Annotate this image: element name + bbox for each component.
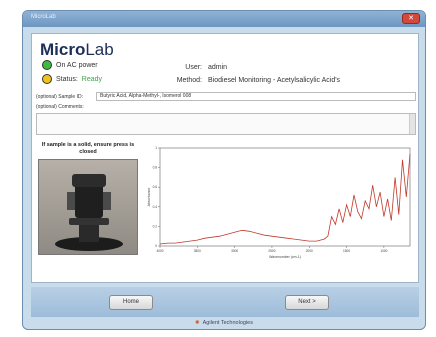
main-panel: MicroLab On AC power Status: Ready User:… (31, 33, 419, 283)
app-window: MicroLab ✕ MicroLab On AC power Status: … (22, 10, 426, 330)
sample-press-photo (38, 159, 138, 255)
comments-input[interactable] (36, 113, 416, 135)
status-label: Status: (56, 75, 78, 83)
x-tick-label: 1000 (380, 249, 387, 253)
y-axis-label: Absorbance (147, 188, 151, 207)
y-tick-label: 0.8 (153, 166, 158, 170)
x-tick-label: 1500 (343, 249, 350, 253)
x-tick-label: 3000 (231, 249, 238, 253)
microlab-logo: MicroLab (40, 40, 114, 60)
method-value: Biodiesel Monitoring - Acetylsalicylic A… (208, 77, 341, 84)
sample-press-icon (55, 174, 123, 251)
agilent-spark-icon: ✺ (195, 320, 200, 326)
y-tick-label: 0.2 (153, 224, 158, 228)
method-label: Method: (176, 77, 202, 84)
x-axis-label: Wavenumber (cm-1) (269, 255, 301, 259)
y-tick-label: 0.6 (153, 185, 158, 189)
plot-frame (159, 147, 411, 247)
y-tick-label: 0.4 (153, 205, 158, 209)
x-tick-label: 2500 (268, 249, 275, 253)
spectrum-line (159, 153, 411, 245)
window-title: MicroLab (31, 14, 56, 20)
sample-id-row: (optional) Sample ID: Butyric Acid, Alph… (36, 92, 416, 101)
sample-id-label: (optional) Sample ID: (36, 93, 83, 100)
chart-background (146, 142, 416, 260)
power-text: On AC power (56, 61, 98, 69)
logo-bold: Micro (40, 40, 86, 59)
power-led-icon (42, 60, 52, 70)
y-tick-label: 1 (155, 146, 157, 150)
comments-scrollbar[interactable] (409, 114, 415, 134)
x-tick-label: 4000 (156, 249, 163, 253)
x-tick-label: 2000 (306, 249, 313, 253)
agilent-brand: ✺ Agilent Technologies (23, 320, 425, 326)
user-value: admin (208, 64, 228, 71)
y-tick-label: 0 (155, 244, 157, 248)
sample-id-input[interactable]: Butyric Acid, Alpha-Methyl-, Isomerol 00… (96, 92, 416, 101)
comments-label: (optional) Comments: (36, 103, 84, 110)
comments-row: (optional) Comments: (36, 102, 416, 111)
header: MicroLab On AC power Status: Ready User:… (32, 34, 418, 90)
home-button[interactable]: Home (109, 295, 153, 310)
spectrum-chart: 4000 3500 3000 2500 2000 1500 1000 0 0.2 0.4 0.6 0.… (146, 142, 416, 260)
user-label: User: (185, 64, 202, 71)
instruction-text: If sample is a solid, ensure press is cl… (41, 142, 135, 155)
x-tick-label: 3500 (194, 249, 201, 253)
power-status: On AC power (42, 60, 98, 70)
logo-light: Lab (85, 40, 114, 59)
device-status: Status: Ready (42, 74, 102, 84)
brand-text: Agilent Technologies (202, 320, 253, 326)
next-button[interactable]: Next > (285, 295, 329, 310)
status-value: Ready (81, 75, 103, 83)
footer-bar: Home Next > (31, 287, 419, 317)
title-bar: MicroLab ✕ (23, 11, 425, 27)
close-button[interactable]: ✕ (402, 13, 420, 24)
status-led-icon (42, 74, 52, 84)
